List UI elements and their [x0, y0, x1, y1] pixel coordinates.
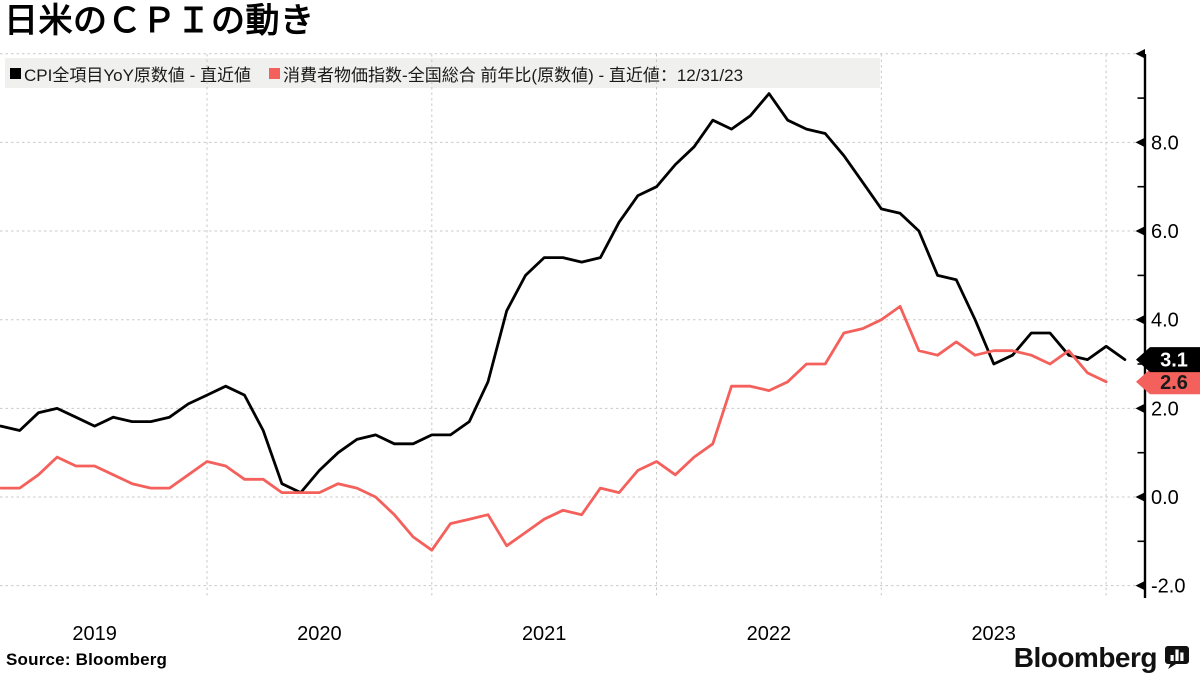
chart-legend: CPI全項目YoY原数値 - 直近値 消費者物価指数-全国総合 前年比(原数値)…	[5, 58, 880, 88]
legend-label-japan: 消費者物価指数-全国総合 前年比(原数値) - 直近値：12/31/23	[283, 65, 744, 85]
y-tick-label: 6.0	[1151, 221, 1179, 243]
value-badge-us-shape	[1136, 347, 1200, 373]
gridlines	[0, 53, 1145, 598]
x-tick-label: 2021	[522, 623, 567, 645]
value-badge-japan: 2.6	[1136, 369, 1200, 395]
legend-item-us-cpi: CPI全項目YoY原数値 - 直近値	[10, 61, 251, 86]
legend-label-us: CPI全項目YoY原数値 - 直近値	[24, 65, 252, 85]
y-tick-label: 0.0	[1151, 487, 1179, 509]
value-badge-us-text: 3.1	[1160, 350, 1188, 372]
x-axis-labels: 2019 2020 2021 2022 2023	[72, 623, 1016, 645]
source-credit: Source: Bloomberg	[6, 650, 168, 669]
japan-cpi-line	[0, 304, 1108, 552]
page-title: 日米のＣＰＩの動き	[4, 2, 315, 40]
y-axis-line	[1143, 54, 1147, 598]
major-tick-arrow	[1135, 137, 1145, 148]
major-tick-arrow	[1135, 314, 1145, 325]
legend-swatch-japan-icon	[269, 67, 281, 79]
x-tick-label: 2020	[297, 623, 342, 645]
x-tick-label: 2022	[747, 623, 792, 645]
y-tick-label: 2.0	[1151, 398, 1179, 420]
major-tick-arrow	[1135, 492, 1145, 502]
value-badge-us: 3.1	[1136, 347, 1200, 373]
value-badge-japan-shape	[1136, 369, 1200, 395]
major-tick-arrow	[1135, 580, 1145, 591]
x-tick-label: 2019	[72, 623, 117, 645]
legend-swatch-us-icon	[10, 67, 21, 79]
y-axis: 8.0 6.0 4.0 2.0 0.0 -2.0	[1135, 49, 1185, 598]
y-tick-label: 8.0	[1151, 132, 1179, 154]
legend-item-japan-cpi: 消費者物価指数-全国総合 前年比(原数値) - 直近値：12/31/23	[269, 61, 743, 86]
bloomberg-chart-bubble-icon	[1164, 644, 1190, 675]
bloomberg-logo: Bloomberg	[1014, 641, 1190, 675]
bloomberg-wordmark: Bloomberg	[1013, 642, 1158, 673]
y-tick-label: -2.0	[1151, 576, 1185, 598]
us-cpi-line	[0, 92, 1127, 495]
major-tick-arrow	[1135, 403, 1145, 414]
major-tick-arrow	[1135, 226, 1145, 236]
major-tick-arrow	[1135, 49, 1145, 59]
value-badge-japan-text: 2.6	[1160, 372, 1188, 394]
x-tick-label: 2023	[971, 623, 1016, 645]
y-tick-label: 4.0	[1151, 310, 1179, 332]
